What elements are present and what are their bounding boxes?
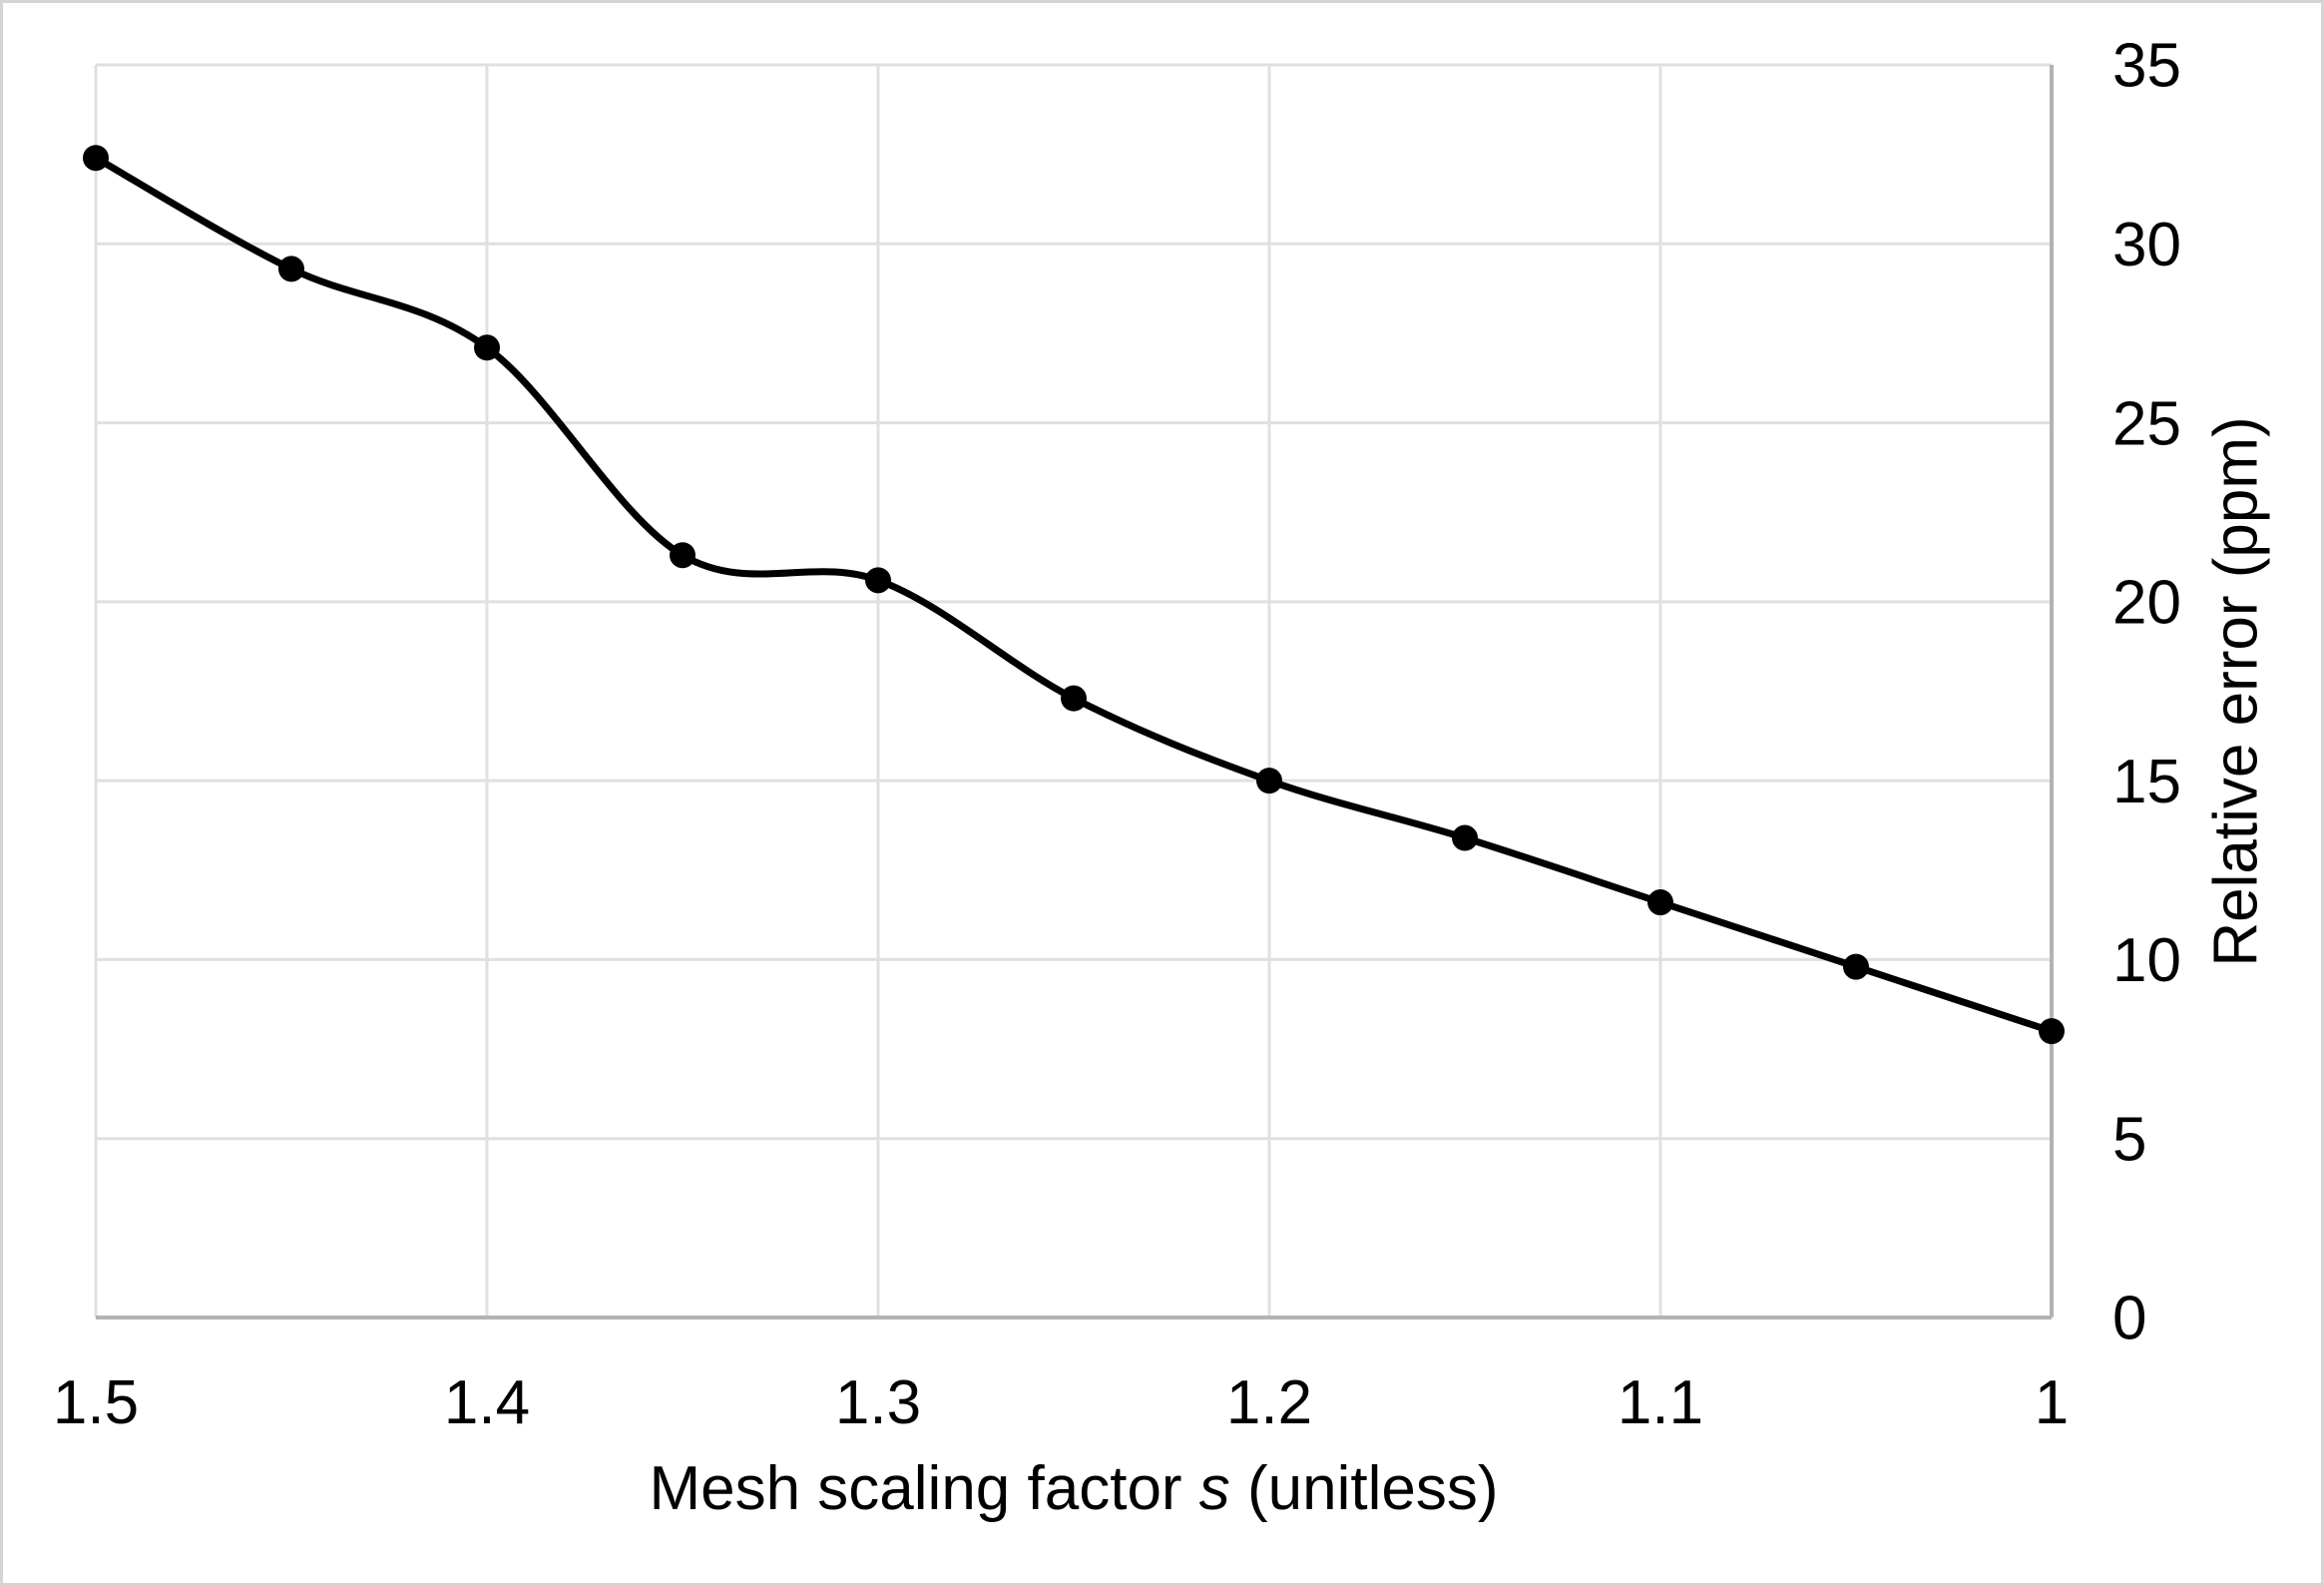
y-tick-label: 30: [2112, 211, 2181, 279]
y-tick-label: 35: [2112, 32, 2181, 101]
x-tick-label: 1: [2035, 1368, 2069, 1437]
line-chart: 1.5 1.4 1.3 1.2 1.1 10 5 10 15 20 25 30 35 Mesh scali…: [53, 32, 2271, 1523]
y-tick-label: 25: [2112, 389, 2181, 458]
y-tick-label: 10: [2112, 926, 2181, 995]
x-tick-label: 1.4: [444, 1368, 530, 1437]
data-point-marker: [474, 334, 500, 361]
data-point-marker: [1647, 889, 1673, 916]
data-point-marker: [2039, 1018, 2065, 1045]
y-tick-label: 20: [2112, 569, 2181, 638]
x-tick-label: 1.1: [1618, 1368, 1703, 1437]
y-tick-label: 5: [2112, 1105, 2146, 1174]
data-point-marker: [1061, 685, 1087, 712]
y-tick-label: 0: [2112, 1285, 2146, 1353]
data-point-marker: [1452, 824, 1478, 851]
x-axis-title-variable: s: [1199, 1454, 1230, 1523]
data-point-marker: [865, 567, 891, 594]
x-axis-title: Mesh scaling factor s (unitless): [649, 1454, 1498, 1523]
y-axis-title: Relative error (ppm): [2202, 416, 2271, 966]
x-axis-title-prefix: Mesh scaling factor: [649, 1454, 1198, 1523]
series-line: [92, 154, 2056, 1035]
data-point-marker: [1256, 768, 1282, 794]
y-tick-label: 15: [2112, 748, 2181, 816]
data-point-marker: [1843, 953, 1869, 980]
x-tick-label: 1.3: [835, 1368, 921, 1437]
data-point-marker: [670, 542, 696, 569]
x-axis-title-suffix: (unitless): [1230, 1454, 1499, 1523]
x-tick-label: 1.5: [53, 1368, 139, 1437]
data-point-marker: [83, 145, 109, 172]
data-point-marker: [278, 256, 304, 282]
x-tick-label: 1.2: [1226, 1368, 1312, 1437]
